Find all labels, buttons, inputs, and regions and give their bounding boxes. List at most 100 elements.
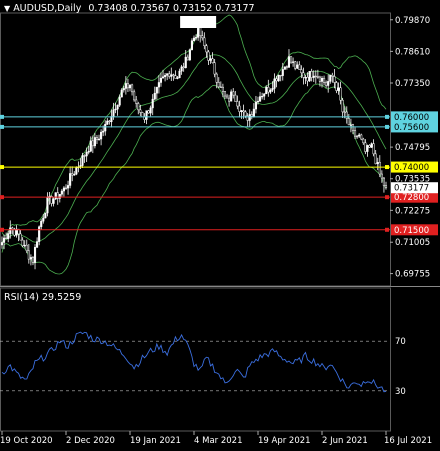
candle-body: [234, 94, 237, 102]
candle-body: [269, 89, 272, 93]
candle-body: [133, 91, 136, 101]
candle-body: [211, 58, 214, 63]
candle-body: [370, 143, 373, 148]
price-tick-label: 0.69755: [395, 270, 430, 280]
level-handle-left: [0, 124, 4, 129]
candle-body: [209, 58, 212, 61]
date-tick-label: 19 Jan 2021: [130, 436, 181, 446]
bollinger-lower: [1, 83, 387, 275]
candle-body: [40, 220, 43, 227]
candle-body: [81, 155, 84, 166]
bollinger-upper: [1, 14, 387, 237]
candle-body: [108, 120, 111, 123]
candle-body: [294, 61, 297, 69]
candle-body: [347, 118, 350, 126]
candle-body: [329, 74, 332, 82]
candle-body: [116, 104, 119, 110]
candle-body: [145, 110, 148, 120]
level-handle-left: [0, 195, 4, 200]
candle-body: [190, 40, 193, 50]
candle-body: [256, 100, 260, 103]
candle-body: [176, 77, 179, 79]
candle-body: [201, 35, 204, 39]
main-frame: [0, 12, 391, 287]
rsi-line: [1, 331, 387, 393]
candle-body: [261, 95, 264, 98]
candle-body: [236, 101, 239, 107]
candle-body: [15, 228, 18, 236]
candle-body: [195, 37, 198, 39]
candle-body: [11, 227, 14, 230]
price-tick-label: 0.74795: [395, 143, 430, 153]
level-tag-label: 0.72800: [394, 193, 429, 203]
dropdown-arrow-icon[interactable]: ▼: [4, 4, 11, 13]
candle-body: [310, 70, 313, 78]
candle-body: [161, 76, 165, 79]
candle-body: [228, 97, 231, 102]
candle-body: [155, 86, 158, 94]
candle-body: [304, 77, 307, 79]
candle-body: [9, 227, 12, 234]
candle-body: [292, 61, 295, 63]
level-tag: [391, 224, 438, 236]
candle-body: [333, 76, 336, 83]
candle-body: [126, 83, 129, 89]
candle-body: [215, 73, 218, 83]
candle-body: [89, 140, 92, 152]
level-tag-label: 0.71500: [394, 226, 429, 236]
candle-body: [85, 152, 88, 157]
candle-body: [318, 76, 321, 82]
candle-body: [325, 82, 328, 86]
candle-body: [54, 192, 57, 200]
candle-body: [351, 124, 355, 131]
candle-body: [38, 226, 41, 242]
candle-body: [302, 72, 305, 78]
date-tick-label: 16 Jul 2021: [384, 436, 432, 446]
level-tag: [391, 121, 438, 133]
candle-body: [58, 193, 61, 199]
candle-body: [174, 75, 177, 79]
candle-body: [3, 237, 6, 243]
rsi-header: RSI(14) 29.5259: [4, 292, 81, 303]
level-handle-right: [385, 124, 389, 129]
candle-body: [281, 69, 284, 76]
level-tag-label: 0.76000: [394, 113, 429, 123]
candle-body: [95, 137, 99, 141]
candle-body: [312, 75, 315, 78]
candle-body: [7, 233, 10, 239]
candle-body: [106, 120, 109, 125]
candle-body: [349, 124, 352, 126]
candle-body: [353, 130, 357, 137]
candle-body: [62, 187, 65, 192]
price-tick-label: 0.77350: [395, 79, 430, 89]
date-tick-label: 19 Oct 2020: [0, 436, 53, 446]
candle-body: [25, 244, 28, 252]
candle-body: [356, 135, 359, 138]
bollinger-middle: [1, 54, 387, 243]
candle-body: [31, 257, 35, 263]
symbol-label: AUDUSD,Daily: [13, 3, 82, 14]
candle-body: [362, 138, 365, 144]
current-price-tag: [391, 182, 438, 194]
date-tick-label: 2 Dec 2020: [66, 436, 115, 446]
candle-body: [44, 212, 47, 219]
candle-body: [252, 108, 255, 117]
candle-body: [217, 82, 220, 88]
candle-body: [21, 239, 24, 247]
candle-body: [300, 69, 303, 74]
level-tag: [391, 111, 438, 123]
candle-body: [337, 87, 340, 91]
candle-body: [232, 91, 235, 96]
candle-body: [104, 124, 107, 132]
candle-body: [5, 237, 8, 240]
candle-body: [46, 197, 49, 214]
level-handle-right: [385, 165, 389, 170]
candle-body: [320, 77, 324, 82]
chart-header: ▼ AUDUSD,Daily 0.73408 0.73567 0.73152 0…: [4, 3, 255, 14]
candle-body: [135, 99, 138, 104]
candle-body: [382, 177, 385, 186]
candle-body: [244, 111, 247, 117]
candle-body: [331, 74, 334, 77]
candle-body: [52, 198, 55, 204]
candle-body: [159, 77, 163, 83]
